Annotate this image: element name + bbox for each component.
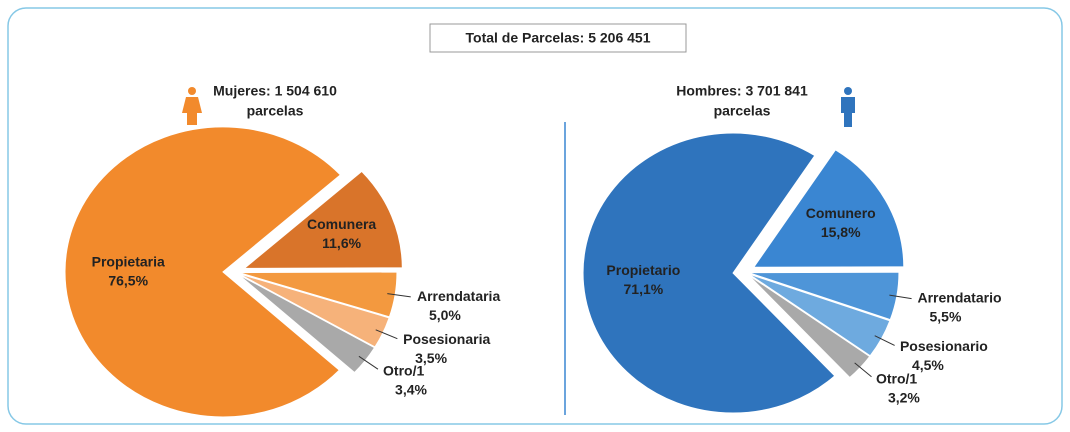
- slice-name: Posesionario: [900, 338, 988, 354]
- slice-name: Propietario: [606, 262, 680, 278]
- slice-value: 71,1%: [624, 281, 664, 297]
- slice-label: Comunero 15,8%: [806, 205, 876, 240]
- leader-line: [874, 335, 895, 346]
- slice-label: Arrendataria 5,0%: [417, 287, 500, 322]
- slice-name: Arrendataria: [417, 287, 500, 303]
- slice-value: 11,6%: [322, 235, 361, 251]
- slice-value: 5,5%: [929, 308, 961, 324]
- chart-title: Mujeres: 1 504 610: [213, 83, 337, 99]
- slice-name: Comunero: [806, 205, 876, 221]
- male-icon: [841, 87, 855, 127]
- chart-title: parcelas: [714, 103, 771, 119]
- pie-slice: [582, 132, 836, 414]
- slice-label: Otro/1 3,2%: [876, 370, 920, 405]
- slice-name: Propietaria: [92, 253, 165, 269]
- chart-title: Hombres: 3 701 841: [676, 83, 808, 99]
- slice-label: Otro/1 3,4%: [383, 362, 427, 397]
- slice-name: Posesionaria: [403, 331, 490, 347]
- slice-value: 4,5%: [912, 357, 944, 373]
- slice-label: Arrendatario 5,5%: [917, 289, 1001, 324]
- female-icon: [182, 87, 202, 125]
- slice-name: Otro/1: [876, 370, 917, 386]
- chart-title: parcelas: [247, 103, 304, 119]
- slice-name: Arrendatario: [917, 289, 1001, 305]
- total-box: [429, 23, 687, 53]
- frame: [7, 7, 1063, 425]
- slice-value: 3,5%: [415, 350, 447, 366]
- leader-line: [387, 293, 411, 298]
- slice-name: Comunera: [307, 216, 376, 232]
- slice-name: Otro/1: [383, 362, 424, 378]
- slice-label: Propietario 71,1%: [606, 262, 680, 297]
- pie-slice: [242, 170, 403, 269]
- total-title: Total de Parcelas: 5 206 451: [466, 30, 651, 46]
- slice-label: Posesionaria 3,5%: [403, 331, 490, 366]
- pie-slice: [64, 126, 342, 418]
- leader-line: [854, 362, 872, 378]
- leader-line: [889, 294, 912, 300]
- slice-label: Comunera 11,6%: [307, 216, 376, 251]
- leader-line: [358, 355, 379, 370]
- slice-label: Propietaria 76,5%: [92, 253, 165, 288]
- slice-label: Posesionario 4,5%: [900, 338, 988, 373]
- pie-slice: [752, 149, 905, 268]
- leader-line: [375, 329, 398, 340]
- slice-value: 5,0%: [429, 306, 461, 322]
- slice-value: 3,2%: [888, 389, 920, 405]
- slice-value: 3,4%: [395, 381, 427, 397]
- slice-value: 76,5%: [108, 272, 148, 288]
- slice-value: 15,8%: [821, 224, 861, 240]
